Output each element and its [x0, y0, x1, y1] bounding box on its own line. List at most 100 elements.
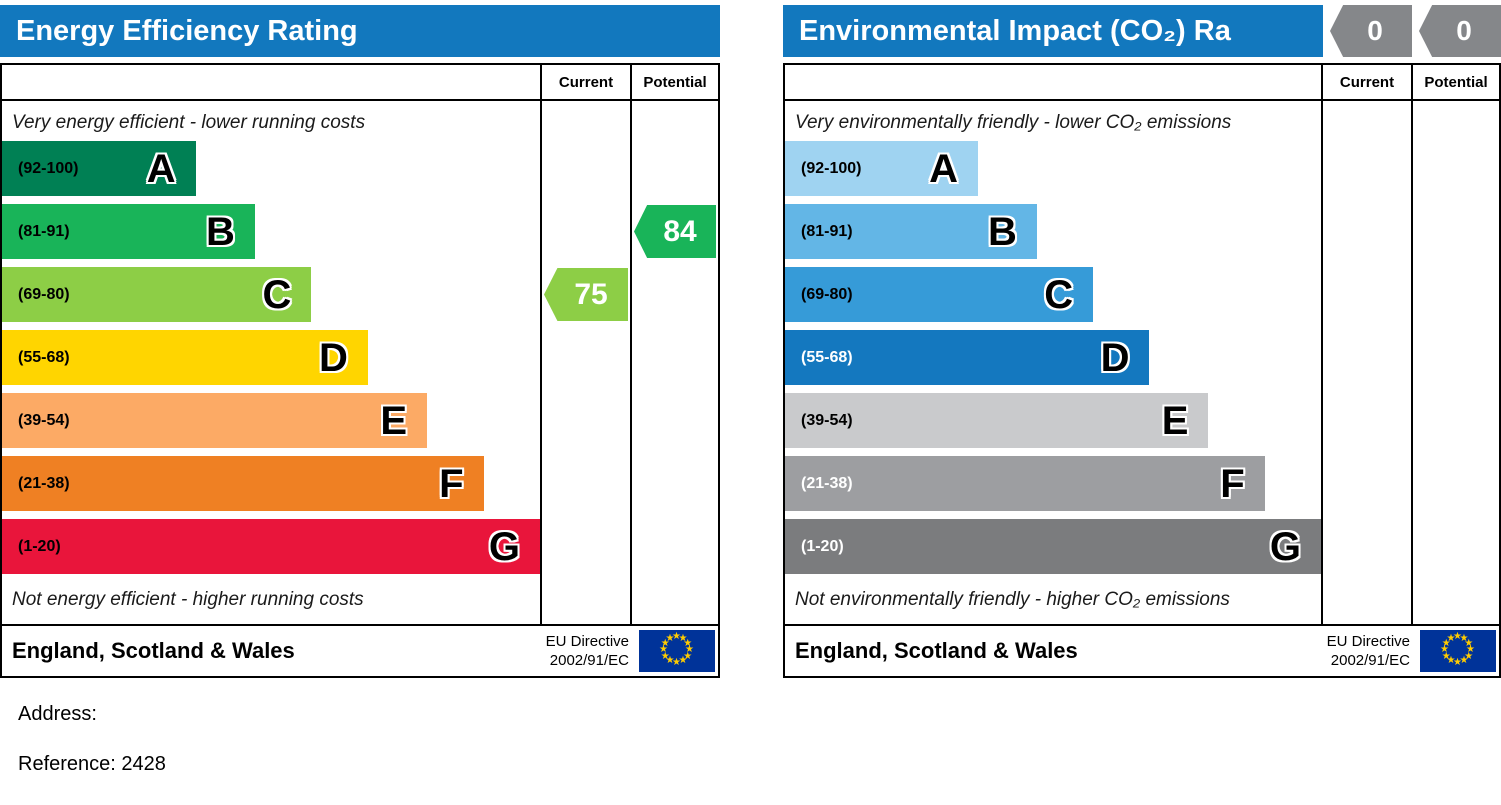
eu-star: ★: [659, 644, 668, 655]
energy-chart-header: Energy Efficiency Rating: [0, 5, 720, 57]
eu-star: ★: [672, 657, 681, 668]
environment-band-d: (55-68) D: [785, 330, 1150, 385]
potential-rating-arrow: 84: [634, 205, 716, 258]
current-rating-value: 75: [574, 277, 608, 311]
eu-star: ★: [678, 655, 688, 667]
band-letter: F: [439, 461, 464, 506]
energy-band-g: (1-20) G: [2, 519, 540, 574]
eu-flag: ★ ★ ★ ★ ★ ★ ★ ★ ★ ★ ★ ★: [639, 630, 715, 672]
band-letter: C: [1044, 272, 1074, 317]
band-range-label: (92-100): [801, 159, 862, 177]
energy-band-f: (21-38) F: [2, 456, 484, 511]
environment-chart-box: Current Potential Very environmentally f…: [783, 63, 1501, 678]
band-letter: C: [262, 272, 292, 317]
energy-bottom-note: Not energy efficient - higher running co…: [12, 589, 364, 610]
environment-potential-column: [1411, 101, 1499, 624]
current-column-header: Current: [540, 65, 630, 99]
band-letter: D: [1100, 335, 1130, 380]
address-label: Address:: [18, 703, 97, 725]
potential-column-header: Potential: [630, 65, 718, 99]
energy-column-header-row: Current Potential: [2, 65, 718, 101]
eu-star: ★: [1464, 650, 1474, 662]
environment-band-f: (21-38) F: [785, 456, 1265, 511]
environment-top-note: Very environmentally friendly - lower CO…: [795, 112, 1232, 133]
region-label: England, Scotland & Wales: [795, 638, 1078, 663]
environment-band-e: (39-54) E: [785, 393, 1209, 448]
environment-current-badge: 0: [1330, 5, 1412, 57]
eu-star: ★: [1464, 637, 1474, 649]
eu-star: ★: [1446, 632, 1456, 644]
eu-directive-label: EU Directive 2002/91/EC: [546, 632, 629, 671]
eu-star: ★: [665, 632, 675, 644]
environment-column-header-row: Current Potential: [785, 65, 1499, 101]
energy-potential-column: 84: [630, 101, 718, 624]
eu-star: ★: [1459, 655, 1469, 667]
environment-band-c: (69-80) C: [785, 267, 1094, 322]
column-header-spacer: [785, 65, 1321, 99]
band-letter: G: [1269, 524, 1301, 569]
eu-star: ★: [660, 650, 670, 662]
energy-current-column: 75: [540, 101, 630, 624]
band-range-label: (81-91): [18, 222, 70, 240]
energy-band-b: (81-91) B: [2, 204, 255, 259]
energy-band-e: (39-54) E: [2, 393, 428, 448]
eu-flag: ★ ★ ★ ★ ★ ★ ★ ★ ★ ★ ★ ★: [1420, 630, 1496, 672]
reference-label: Reference: 2428: [18, 753, 166, 775]
band-letter: G: [488, 524, 520, 569]
band-range-label: (81-91): [801, 222, 853, 240]
eu-star: ★: [660, 637, 670, 649]
band-letter: B: [205, 209, 235, 254]
eu-star: ★: [683, 637, 693, 649]
eu-star: ★: [1441, 650, 1451, 662]
energy-chart-title: Energy Efficiency Rating: [0, 5, 720, 57]
energy-band-c: (69-80) C: [2, 267, 312, 322]
environment-band-b: (81-91) B: [785, 204, 1037, 259]
environment-bottom-note: Not environmentally friendly - higher CO…: [795, 589, 1230, 610]
band-range-label: (39-54): [18, 411, 70, 429]
eu-star: ★: [1446, 655, 1456, 667]
current-column-header: Current: [1321, 65, 1411, 99]
environment-potential-badge: 0: [1419, 5, 1501, 57]
eu-directive-line1: EU Directive: [1326, 632, 1410, 650]
band-range-label: (69-80): [18, 285, 70, 303]
energy-top-note: Very energy efficient - lower running co…: [12, 112, 366, 133]
environment-bands-area: Very environmentally friendly - lower CO…: [785, 101, 1321, 624]
eu-star: ★: [1453, 657, 1462, 668]
eu-directive-line2: 2002/91/EC: [549, 652, 629, 669]
eu-star: ★: [683, 650, 693, 662]
environment-band-a: (92-100) A: [785, 141, 978, 196]
energy-band-a: (92-100) A: [2, 141, 196, 196]
band-letter: F: [1220, 461, 1245, 506]
environment-chart-title: Environmental Impact (CO₂) Ra: [783, 5, 1323, 57]
region-label: England, Scotland & Wales: [12, 638, 295, 663]
column-header-spacer: [2, 65, 540, 99]
band-range-label: (39-54): [801, 411, 853, 429]
eu-star: ★: [1440, 644, 1449, 655]
eu-star: ★: [685, 644, 694, 655]
band-range-label: (1-20): [801, 537, 844, 555]
eu-directive-line1: EU Directive: [545, 632, 629, 650]
energy-efficiency-chart: Energy Efficiency Rating Current Potenti…: [0, 5, 720, 678]
environmental-impact-chart: Environmental Impact (CO₂) Ra 0 0 Curren…: [783, 5, 1501, 678]
environment-band-g: (1-20) G: [785, 519, 1321, 574]
environment-chart-footer: England, Scotland & Wales EU Directive 2…: [785, 624, 1499, 676]
band-range-label: (55-68): [801, 348, 853, 366]
energy-chart-box: Current Potential Very energy efficient …: [0, 63, 720, 678]
eu-directive-line2: 2002/91/EC: [1330, 652, 1410, 669]
band-range-label: (21-38): [18, 474, 70, 492]
eu-star: ★: [1466, 644, 1475, 655]
eu-directive-label: EU Directive 2002/91/EC: [1327, 632, 1410, 671]
energy-chart-footer: England, Scotland & Wales EU Directive 2…: [2, 624, 718, 676]
band-letter: D: [318, 335, 348, 380]
eu-star: ★: [1441, 637, 1451, 649]
energy-bands-area: Very energy efficient - lower running co…: [2, 101, 540, 624]
band-range-label: (92-100): [18, 159, 79, 177]
band-letter: A: [146, 146, 176, 191]
environment-chart-header: Environmental Impact (CO₂) Ra 0 0: [783, 5, 1501, 57]
band-range-label: (55-68): [18, 348, 70, 366]
band-letter: A: [929, 146, 958, 191]
energy-band-d: (55-68) D: [2, 330, 368, 385]
eu-star: ★: [1453, 631, 1462, 642]
current-rating-arrow: 75: [544, 268, 628, 321]
eu-star: ★: [672, 631, 681, 642]
